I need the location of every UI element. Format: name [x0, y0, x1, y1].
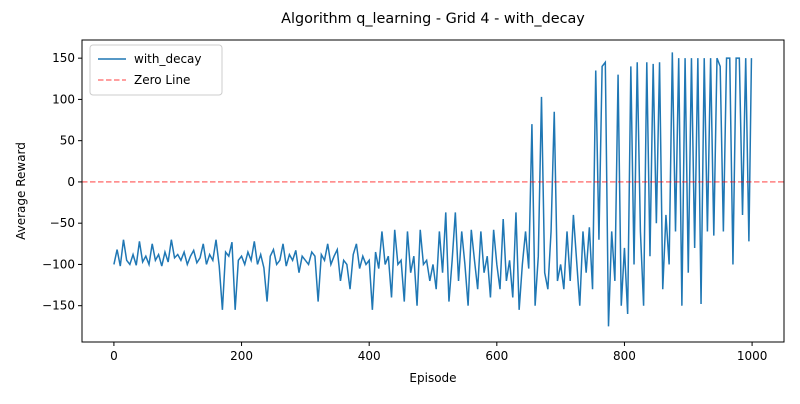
legend-box	[89, 44, 223, 96]
y-tick-label: 50	[60, 134, 75, 148]
y-tick-label: 0	[67, 175, 75, 189]
legend-label: Zero Line	[134, 73, 190, 87]
x-tick-label: 600	[485, 349, 508, 363]
y-tick-label: 150	[52, 51, 75, 65]
y-tick-label: −100	[42, 257, 75, 271]
line	[113, 52, 753, 327]
y-axis-label: Average Reward	[14, 142, 28, 240]
plot-frame	[81, 39, 785, 343]
x-tick-label: 0	[110, 349, 118, 363]
chart-title: Algorithm q_learning - Grid 4 - with_dec…	[281, 11, 585, 27]
x-tick-label: 800	[613, 349, 636, 363]
y-tick-label: −50	[50, 216, 75, 230]
x-tick-label: 200	[230, 349, 253, 363]
y-tick-label: 100	[52, 92, 75, 106]
x-axis-label: Episode	[409, 371, 456, 385]
legend: with_decay Zero Line	[89, 44, 223, 96]
legend-label: with_decay	[134, 52, 202, 66]
x-tick-label: 1000	[737, 349, 768, 363]
x-tick-label: 400	[358, 349, 381, 363]
y-tick-label: −150	[42, 299, 75, 313]
